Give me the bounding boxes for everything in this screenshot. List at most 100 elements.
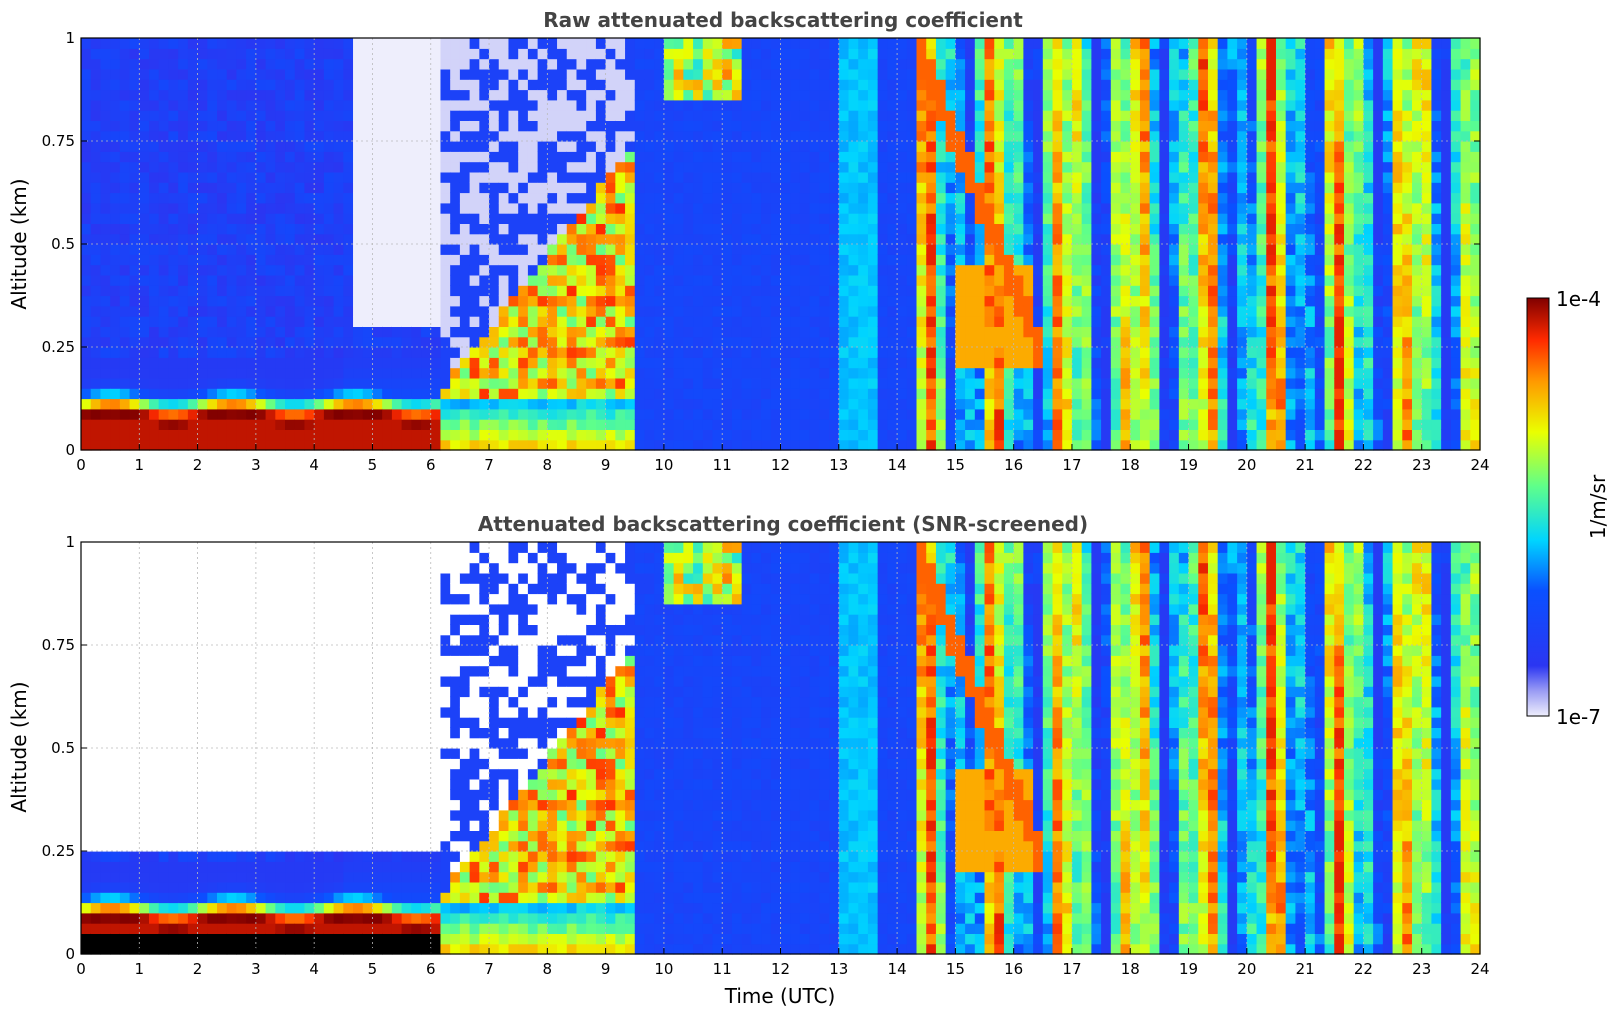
heatmap-cell xyxy=(90,99,102,111)
heatmap-cell xyxy=(1159,264,1170,276)
heatmap-cell xyxy=(139,151,150,163)
heatmap-cell xyxy=(625,429,636,441)
heatmap-cell xyxy=(90,171,102,183)
heatmap-cell xyxy=(955,130,966,142)
heatmap-cell xyxy=(498,264,510,276)
heatmap-cell xyxy=(906,398,918,410)
heatmap-cell xyxy=(897,244,908,255)
heatmap-cell xyxy=(819,99,830,111)
heatmap-cell xyxy=(110,38,121,49)
heatmap-cell xyxy=(537,336,548,348)
heatmap-cell xyxy=(712,58,723,70)
heatmap-cell xyxy=(372,305,383,317)
heatmap-cell xyxy=(586,439,597,451)
heatmap-cell xyxy=(887,99,898,111)
heatmap-cell xyxy=(1062,151,1073,163)
heatmap-cell xyxy=(867,48,879,60)
heatmap-cell xyxy=(236,68,247,80)
heatmap-cell xyxy=(236,213,247,224)
heatmap-cell xyxy=(217,408,228,420)
heatmap-cell xyxy=(799,367,811,379)
heatmap-cell xyxy=(372,439,383,451)
heatmap-cell xyxy=(955,182,966,194)
heatmap-cell xyxy=(90,120,102,132)
heatmap-cell xyxy=(236,192,247,204)
heatmap-cell xyxy=(799,295,811,307)
heatmap-cell xyxy=(1130,429,1141,441)
heatmap-cell xyxy=(110,89,121,101)
heatmap-cell xyxy=(858,285,869,297)
heatmap-cell xyxy=(673,357,684,369)
heatmap-cell xyxy=(897,68,908,80)
heatmap-cell xyxy=(683,419,694,430)
heatmap-cell xyxy=(1052,202,1063,214)
heatmap-cell xyxy=(333,68,344,80)
heatmap-cell xyxy=(149,202,160,214)
heatmap-cell xyxy=(265,316,276,327)
heatmap-cell xyxy=(323,285,335,297)
heatmap-cell xyxy=(275,223,286,235)
heatmap-cell xyxy=(1275,264,1287,276)
heatmap-cell xyxy=(693,367,704,379)
heatmap-cell xyxy=(829,68,840,80)
heatmap-cell xyxy=(897,120,908,132)
heatmap-cell xyxy=(421,388,432,400)
heatmap-cell xyxy=(625,130,636,142)
heatmap-cell xyxy=(1266,439,1277,451)
heatmap-cell xyxy=(887,388,898,400)
heatmap-cell xyxy=(1033,99,1044,111)
heatmap-cell xyxy=(372,120,383,132)
heatmap-cell xyxy=(265,120,276,132)
heatmap-cell xyxy=(1130,89,1141,101)
heatmap-cell xyxy=(343,254,354,266)
heatmap-cell xyxy=(829,336,840,348)
heatmap-cell xyxy=(236,58,247,70)
heatmap-cell xyxy=(965,295,976,307)
heatmap-cell xyxy=(1023,336,1034,348)
heatmap-cell xyxy=(935,192,947,204)
heatmap-cell xyxy=(353,326,364,338)
heatmap-cell xyxy=(693,58,704,70)
heatmap-cell xyxy=(1237,192,1248,204)
heatmap-cell xyxy=(1256,38,1267,49)
heatmap-cell xyxy=(1207,419,1219,430)
heatmap-cell xyxy=(858,99,869,111)
heatmap-cell xyxy=(994,419,1005,430)
heatmap-cell xyxy=(547,336,558,348)
heatmap-cell xyxy=(751,213,762,224)
heatmap-cell xyxy=(547,58,558,70)
heatmap-cell xyxy=(1071,192,1083,204)
heatmap-cell xyxy=(935,285,947,297)
heatmap-cell xyxy=(129,419,140,430)
heatmap-cell xyxy=(518,202,529,214)
heatmap-cell xyxy=(226,274,238,286)
heatmap-cell xyxy=(411,367,422,379)
heatmap-cell xyxy=(741,316,752,327)
heatmap-cell xyxy=(119,398,131,410)
heatmap-cell xyxy=(1081,419,1092,430)
heatmap-cell xyxy=(693,274,704,286)
heatmap-cell xyxy=(906,439,918,451)
heatmap-cell xyxy=(770,141,782,152)
heatmap-cell xyxy=(566,305,578,317)
heatmap-cell xyxy=(1275,326,1287,338)
heatmap-cell xyxy=(605,357,616,369)
heatmap-cell xyxy=(508,295,519,307)
heatmap-cell xyxy=(362,367,374,379)
heatmap-cell xyxy=(149,295,160,307)
heatmap-cell xyxy=(1285,408,1297,420)
heatmap-cell xyxy=(1062,274,1073,286)
heatmap-cell xyxy=(829,398,840,410)
heatmap-cell xyxy=(887,367,898,379)
heatmap-cell xyxy=(498,38,510,49)
heatmap-cell xyxy=(1110,68,1122,80)
heatmap-cell xyxy=(508,357,519,369)
heatmap-cell xyxy=(1130,223,1141,235)
heatmap-cell xyxy=(770,285,782,297)
heatmap-cell xyxy=(1217,316,1229,327)
heatmap-cell xyxy=(1227,295,1238,307)
heatmap-cell xyxy=(430,68,442,80)
heatmap-cell xyxy=(1188,48,1199,60)
heatmap-cell xyxy=(411,429,422,441)
heatmap-cell xyxy=(877,357,888,369)
